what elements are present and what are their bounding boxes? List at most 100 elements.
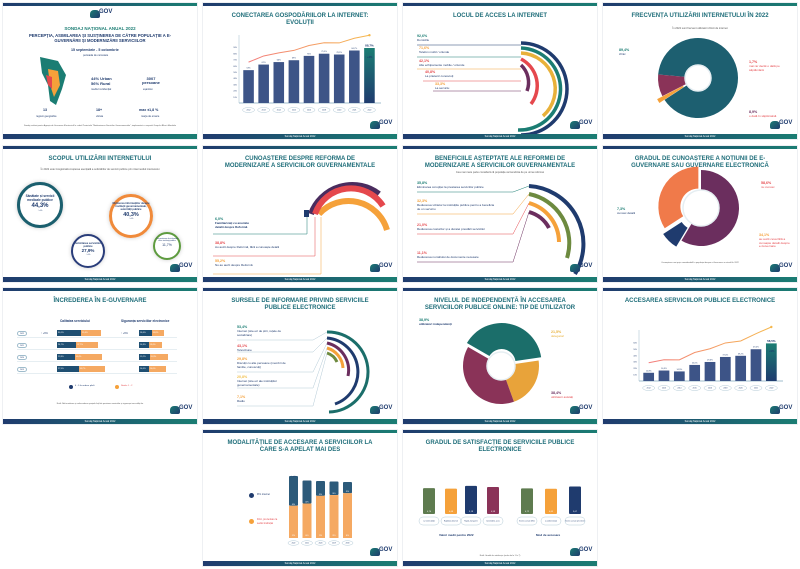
top-bar	[603, 146, 797, 149]
slide-eservices-access[interactable]: ACCESAREA SERVICIILOR PUBLICE ELECTRONIC…	[602, 287, 798, 425]
y-tick-label: 60%	[633, 342, 637, 344]
satisfaction-bar	[569, 486, 581, 514]
x-tick-label: 2018	[723, 388, 727, 390]
slide-internet-purpose[interactable]: SCOPUL UTILIZĂRII INTERNETULUI În 2022 e…	[2, 145, 198, 283]
bar-value-label: 25,0%	[692, 362, 698, 364]
bar-value-label: 76%	[332, 535, 336, 537]
slide-info-sources[interactable]: SURSELE DE INFORMARE PRIVIND SERVICIILE …	[202, 287, 398, 425]
x-tick-label: 2020	[739, 388, 743, 390]
footer-bar: Sondaj Național Anual 2022	[403, 419, 597, 424]
bar-security-distrust: 19,6%	[148, 342, 163, 348]
egov-item: 7,3% cunosc detalii	[617, 207, 636, 215]
benefit-item: 35,8% Eliminarea corupției la prestarea s…	[417, 181, 484, 189]
bar-physical	[329, 495, 339, 538]
year-pill: 2022	[17, 331, 27, 336]
bar	[658, 370, 670, 381]
donut-hole	[486, 351, 516, 381]
bar	[364, 48, 375, 103]
trust-row: 2022 30,1% 25,4% 18,4% 18,8%	[17, 330, 177, 338]
y-tick-label: 10%	[633, 375, 637, 377]
bar-quality-trust: 30,1%	[57, 330, 81, 336]
x-tick-label: 2021	[352, 110, 356, 112]
slide-access-location[interactable]: LOCUL DE ACCES LA INTERNET 92,6% Domicili…	[402, 2, 598, 140]
category-pill	[418, 516, 440, 526]
access-modes-chart: 48% 52% 2022 40% 60% 2021 26% 74% 2020 24% 76% 2019…	[287, 476, 354, 546]
bar	[318, 53, 330, 103]
bar-security-distrust: 26,3%	[149, 354, 168, 360]
y-tick-label: 20%	[233, 91, 237, 93]
slide-household-internet[interactable]: CONECTAREA GOSPODĂRIILOR LA INTERNET: EV…	[202, 2, 398, 140]
satisfaction-bar	[545, 488, 557, 514]
footer-bar: Sondaj Național Anual 2022	[3, 419, 197, 424]
bar-value-label: 4,98	[491, 511, 496, 513]
delta-badge: ↑ x%	[291, 476, 296, 478]
survey-heading: SONDAJ NAȚIONAL ANUAL 2022	[64, 26, 136, 31]
benefit-item: 11,1% Reducerea numărului de documente ne…	[417, 251, 479, 259]
egov-item: 58,6% nu cunosc	[761, 181, 775, 189]
slide-independence-level[interactable]: NIVELUL DE INDEPENDENȚĂ ÎN ACCESAREA SER…	[402, 287, 598, 425]
category-label: Rapiditatea deservirii	[444, 520, 459, 523]
bar-value-label: 4,65	[549, 511, 554, 513]
y-tick-label: 60%	[233, 66, 237, 68]
legend-dot-physical	[249, 519, 254, 524]
access-location-rings	[417, 41, 569, 137]
user-type-item: 38,4% utilizatori asistați	[551, 391, 574, 399]
slide-title: GRADUL DE CUNOAȘTERE A NOȚIUNII DE E-GUV…	[631, 156, 769, 169]
slide-reform-benefits[interactable]: BENEFICIILE AȘTEPTATE ALE REFORMEI DE MO…	[402, 145, 598, 283]
bar	[719, 356, 731, 381]
slide-egov-trust[interactable]: ÎNCREDEREA ÎN E-GUVERNARE Calitatea serv…	[2, 287, 198, 425]
x-tick-label: 2016	[708, 388, 712, 390]
ring-work	[519, 63, 531, 92]
bar-value-label: 16,3%	[661, 368, 667, 370]
bar-internet	[289, 476, 298, 506]
bar-value-label: 12,8%	[646, 370, 652, 372]
benefit-item: 32,3% Reducerea vizitelor la instituțiile…	[417, 199, 495, 211]
slide-survey-overview[interactable]: GOV SONDAJ NAȚIONAL ANUAL 2022 PERCEPȚIA…	[2, 2, 198, 140]
bar-physical	[289, 505, 298, 538]
donut-slice	[658, 38, 738, 119]
category-pill	[540, 516, 562, 526]
period: 15 septembrie - 5 octombrie	[71, 48, 119, 52]
footer-bar: Sondaj Național Anual 2022	[403, 134, 597, 139]
bar-value-label: 48%	[292, 504, 296, 506]
year-pill	[328, 540, 340, 546]
x-tick-label: 2020	[319, 543, 323, 545]
top-bar	[403, 430, 597, 433]
egov-item: 34,1% au auzit ceva fără a cunoaște detal…	[759, 233, 790, 249]
legend-trust: 4 - 5 încredere plină	[75, 385, 95, 387]
bar-quality-distrust: 27,7%	[76, 342, 98, 348]
x-tick-label: 2021	[305, 543, 309, 545]
source-item: 53,4% Internet (site-uri de știri, rețele…	[237, 325, 282, 337]
donut-slice	[657, 85, 684, 103]
top-bar	[403, 288, 597, 291]
bar-value-label: 4,72	[525, 511, 530, 513]
benefit-item: 21,0% Reducerea costurilor și a duratei p…	[417, 223, 486, 231]
donut-hole	[684, 64, 712, 92]
legend-distrust: Notele 1 - 2	[121, 385, 133, 387]
source-item: 7,1% Radio	[237, 395, 246, 403]
x-tick-label: 2014	[277, 110, 281, 112]
bar	[750, 349, 762, 381]
access-item: 71,6% Telefon mobil / oriunde	[419, 46, 450, 54]
footer-bar	[3, 134, 197, 139]
top-bar	[3, 146, 197, 149]
error-margin-label: marja de eroare	[141, 115, 160, 118]
bar-physical	[343, 493, 352, 538]
slide-reform-awareness[interactable]: CUNOAȘTERE DESPRE REFORMA DE MODERNIZARE…	[202, 145, 398, 283]
sample-size: 3007 persoane	[142, 76, 160, 85]
bar	[643, 372, 655, 381]
footer-bar: Sondaj Național Anual 2022	[3, 277, 197, 282]
bar-value-label: 14,9%	[676, 369, 682, 371]
arc-familiar	[304, 210, 309, 217]
slide-access-modes[interactable]: MODALITĂȚILE DE ACCESARE A SERVICIILOR L…	[202, 429, 398, 567]
satisfaction-bar	[445, 488, 457, 514]
legend-internet: Prin internet	[257, 493, 270, 496]
reform-item: 55,2% Nu au auzit despre Reformă	[215, 259, 253, 267]
slide-egov-awareness[interactable]: GRADUL DE CUNOAȘTERE A NOȚIUNII DE E-GUV…	[602, 145, 798, 283]
category-pill	[482, 516, 504, 526]
slide-satisfaction[interactable]: GRADUL DE SATISFACȚIE DE SERVICIILE PUBL…	[402, 429, 598, 567]
year-pill	[688, 385, 701, 391]
bar	[333, 54, 345, 103]
bar-value-label: 4,68	[449, 511, 454, 513]
slide-usage-frequency[interactable]: FRECVENȚA UTILIZĂRII INTERNETULUI ÎN 202…	[602, 2, 798, 140]
